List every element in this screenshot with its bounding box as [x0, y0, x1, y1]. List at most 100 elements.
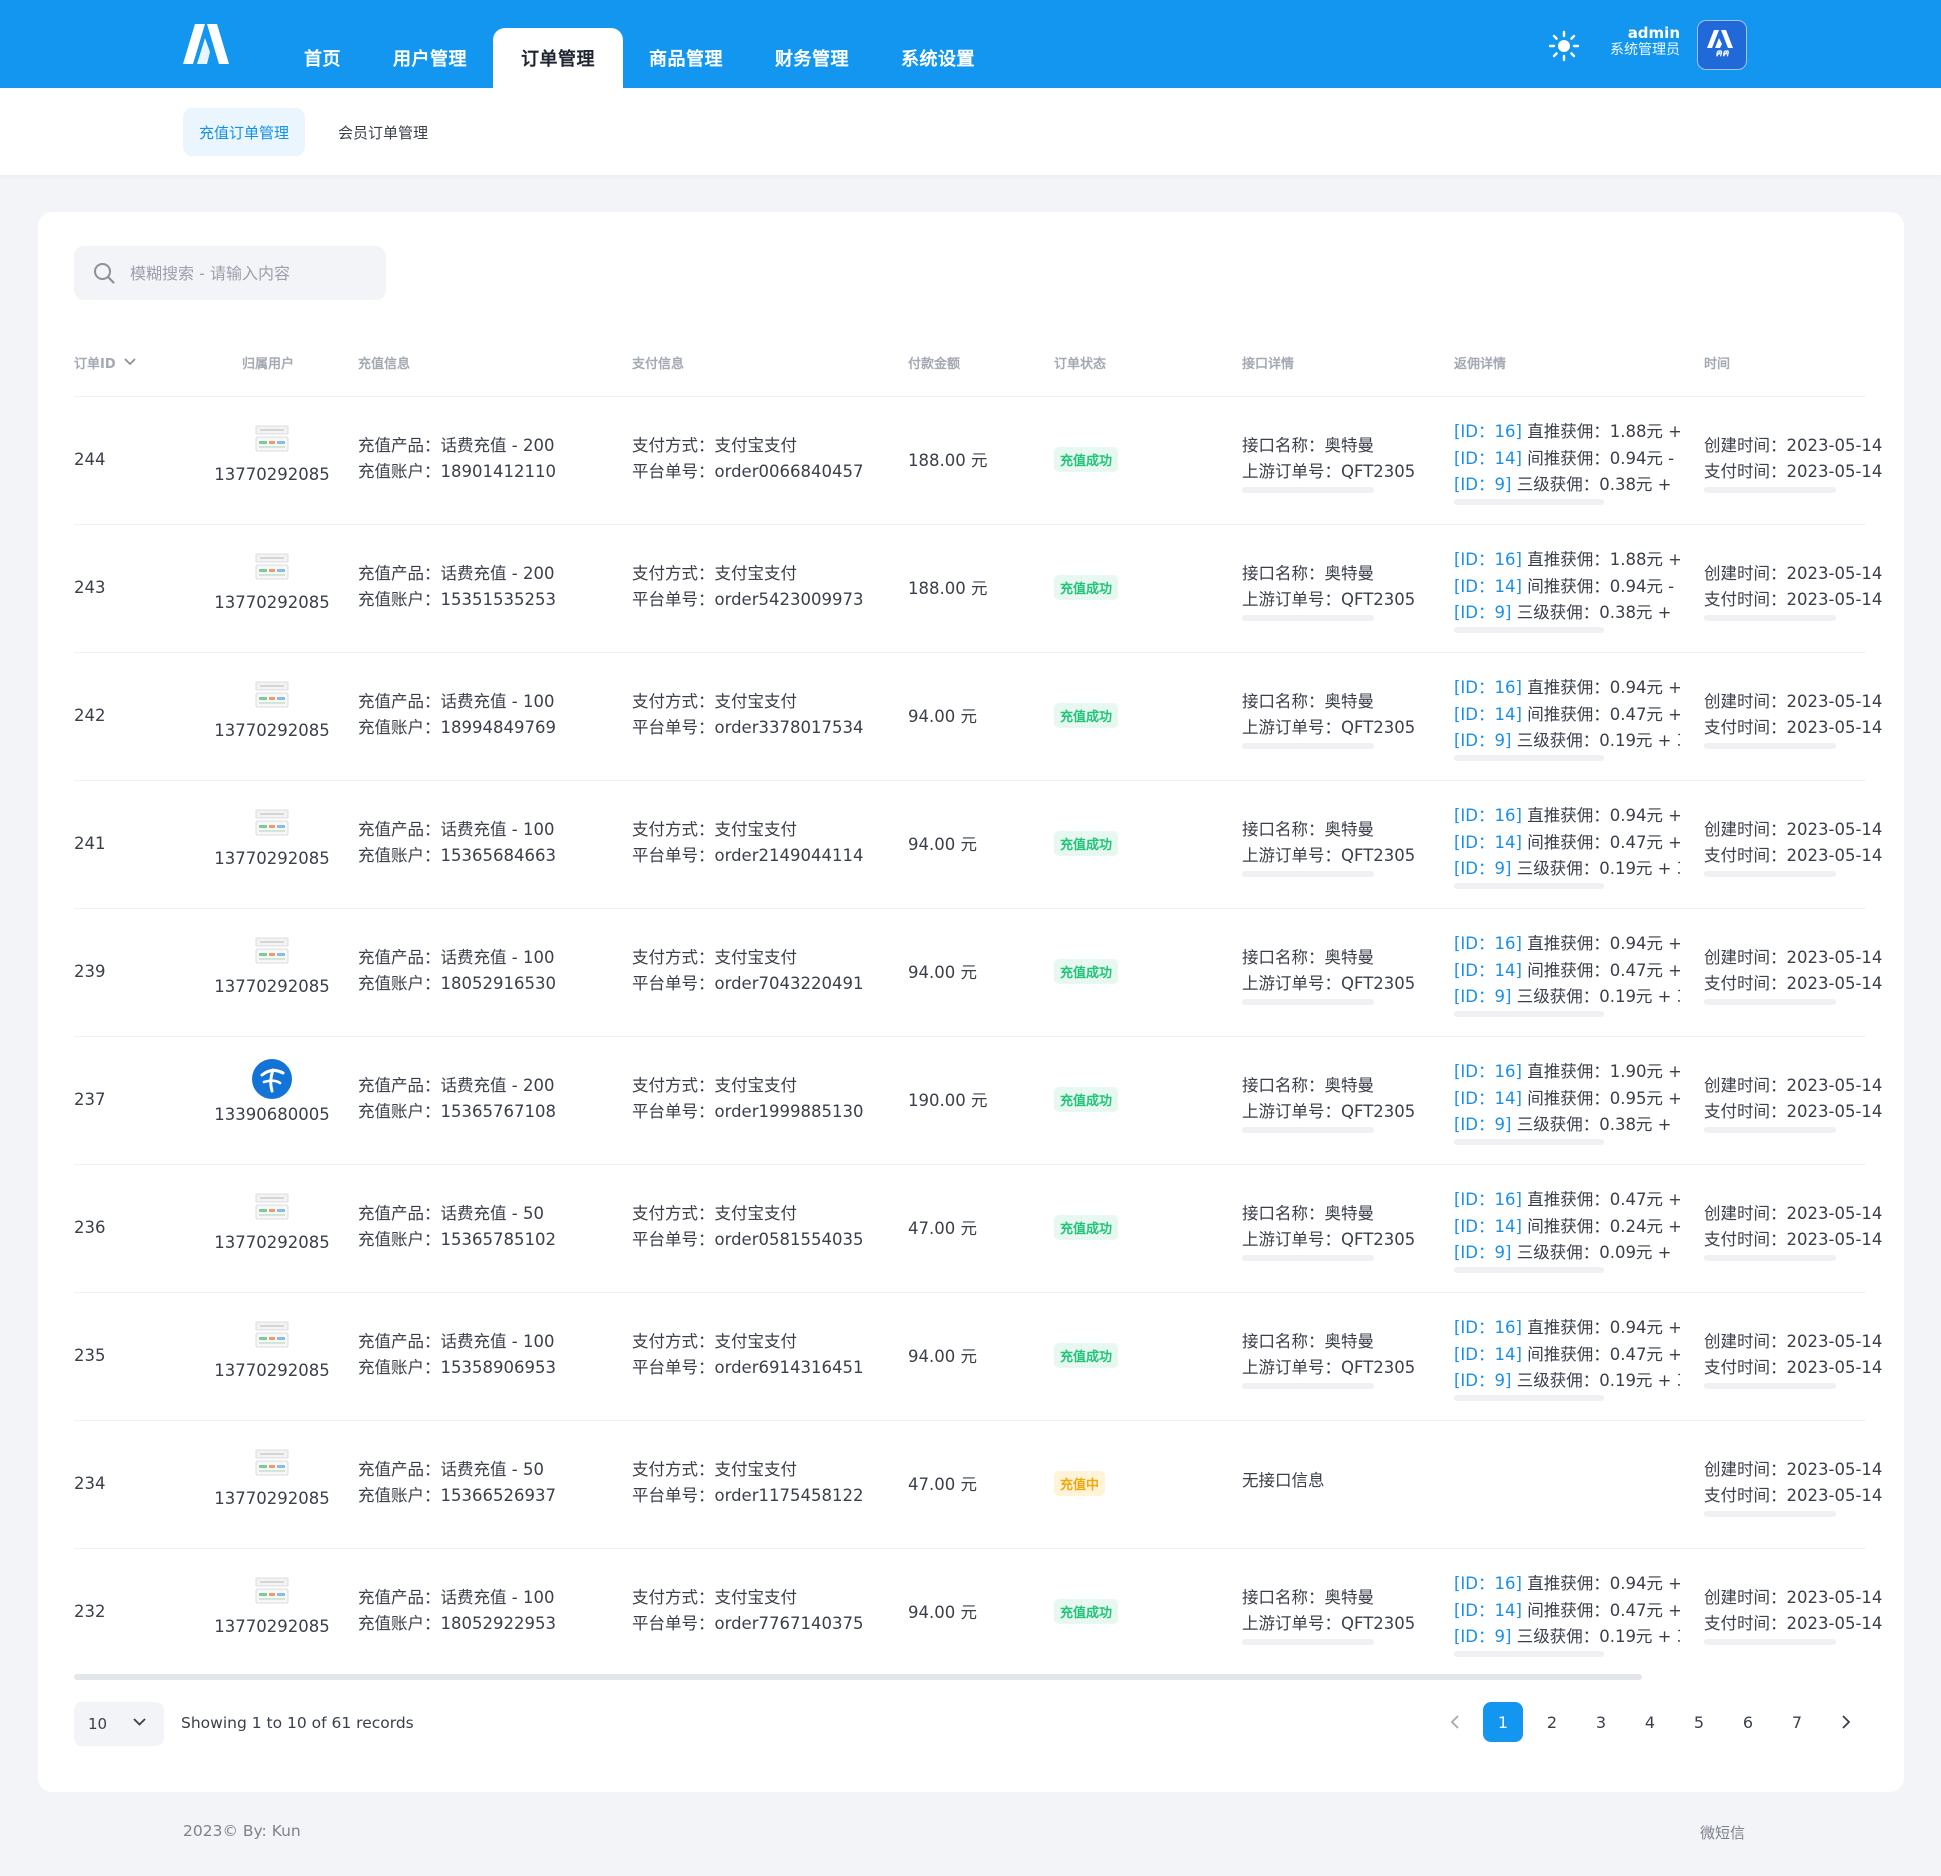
user-cell[interactable]: 13770292085 — [196, 545, 348, 612]
nav-item-4[interactable]: 财务管理 — [775, 49, 849, 70]
pay-amount: 94.00 元 — [908, 707, 977, 726]
user-cell[interactable]: 13770292085 — [196, 1313, 348, 1380]
rebate-text: 间推获佣：0.47元 + — [1521, 1344, 1680, 1364]
rebate-user-id[interactable]: [ID：14] — [1454, 1216, 1522, 1236]
page-button-3[interactable]: 3 — [1595, 1712, 1607, 1732]
subtab-member-orders[interactable]: 会员订单管理 — [338, 123, 429, 142]
rebate-user-id[interactable]: [ID：16] — [1454, 1318, 1522, 1337]
paid-time: 支付时间：2023-05-14 — [1704, 1102, 1883, 1121]
recharge-account: 充值账户：15365767108 — [358, 1102, 556, 1121]
rebate-line: [ID：9] 三级获佣：0.19元 + 3 — [1454, 984, 1680, 1011]
table-row: 242 13770292085 充值产品：话费充值 - 100 充值账户：189… — [74, 652, 1882, 780]
rebate-user-id[interactable]: [ID：14] — [1454, 832, 1522, 852]
app-logo-icon[interactable] — [183, 24, 237, 64]
api-details: 接口名称：奥特曼 上游订单号：QFT2305 — [1242, 945, 1434, 1005]
rebate-user-id[interactable]: [ID：9] — [1454, 1371, 1512, 1390]
user-info[interactable]: admin 系统管理员 — [1600, 25, 1680, 60]
rebate-user-id[interactable]: [ID：14] — [1454, 1088, 1522, 1108]
nav-item-3[interactable]: 商品管理 — [649, 49, 723, 70]
rebate-user-id[interactable]: [ID：9] — [1454, 859, 1512, 878]
rebate-user-id[interactable]: [ID：16] — [1454, 1574, 1522, 1593]
prev-page-button[interactable] — [1434, 1702, 1474, 1742]
records-summary: Showing 1 to 10 of 61 records — [181, 1714, 414, 1732]
rebate-user-id[interactable]: [ID：16] — [1454, 422, 1522, 441]
main-nav: 首页 用户管理 订单管理 商品管理 财务管理 系统设置 — [278, 28, 1001, 88]
avatar[interactable]: ฅฅ — [1697, 20, 1747, 70]
rebate-user-id[interactable]: [ID：14] — [1454, 448, 1522, 468]
pay-info: 支付方式：支付宝支付 平台单号：order7043220491 — [632, 945, 863, 997]
rebate-user-id[interactable]: [ID：9] — [1454, 987, 1512, 1006]
sort-chevron-down-icon[interactable] — [124, 358, 136, 366]
table-row: 232 13770292085 充值产品：话费充值 - 100 充值账户：180… — [74, 1548, 1882, 1676]
nav-item-0[interactable]: 首页 — [304, 49, 341, 70]
horizontal-scrollbar[interactable] — [74, 1674, 1642, 1680]
nav-item-5[interactable]: 系统设置 — [901, 49, 975, 70]
page-button-1[interactable]: 1 — [1483, 1702, 1523, 1742]
recharge-account: 充值账户：15365684663 — [358, 846, 556, 865]
platform-order-no: 平台单号：order7043220491 — [632, 974, 864, 993]
rebate-line: [ID：14] 间推获佣：0.24元 + — [1454, 1214, 1680, 1241]
rebate-user-id[interactable]: [ID：16] — [1454, 1190, 1522, 1209]
page-button-6[interactable]: 6 — [1742, 1712, 1754, 1732]
user-cell[interactable]: 13770292085 — [196, 673, 348, 740]
rebate-user-id[interactable]: [ID：16] — [1454, 806, 1522, 825]
page-size-select[interactable]: 10 — [74, 1702, 164, 1746]
next-page-button[interactable] — [1826, 1702, 1866, 1742]
rebate-line: [ID：9] 三级获佣：0.38元 + — [1454, 600, 1680, 627]
recharge-product: 充值产品：话费充值 - 50 — [358, 1460, 544, 1479]
theme-toggle-sun-icon[interactable] — [1548, 30, 1580, 62]
rebate-user-id[interactable]: [ID：14] — [1454, 1344, 1522, 1364]
subtab-recharge-orders[interactable]: 充值订单管理 — [183, 108, 306, 156]
page-button-5[interactable]: 5 — [1693, 1712, 1705, 1732]
th-recharge-info: 充值信息 — [358, 356, 411, 372]
fuel-card-icon — [250, 1569, 294, 1613]
rebate-user-id[interactable]: [ID：9] — [1454, 731, 1512, 750]
api-name: 接口名称：奥特曼 — [1242, 1204, 1374, 1223]
rebate-user-id[interactable]: [ID：14] — [1454, 576, 1522, 596]
pay-amount: 47.00 元 — [908, 1219, 977, 1238]
rebate-user-id[interactable]: [ID：16] — [1454, 1062, 1522, 1081]
table-row: 237 13390680005 充值产品：话费充值 - 200 充值账户：153… — [74, 1036, 1882, 1164]
user-cell[interactable]: 13770292085 — [196, 929, 348, 996]
user-cell[interactable]: 13770292085 — [196, 1569, 348, 1636]
user-cell[interactable]: 13770292085 — [196, 417, 348, 484]
rebate-user-id[interactable]: [ID：9] — [1454, 1115, 1512, 1134]
time-info: 创建时间：2023-05-14 支付时间：2023-05-14 — [1704, 689, 1894, 749]
recharge-product: 充值产品：话费充值 - 100 — [358, 1332, 555, 1351]
search-box[interactable] — [74, 246, 386, 300]
page-button-2[interactable]: 2 — [1546, 1712, 1558, 1732]
rebate-user-id[interactable]: [ID：9] — [1454, 475, 1512, 494]
pay-method: 支付方式：支付宝支付 — [632, 564, 797, 583]
rebate-user-id[interactable]: [ID：9] — [1454, 1243, 1512, 1262]
nav-item-2[interactable]: 订单管理 — [493, 28, 623, 88]
rebate-user-id[interactable]: [ID：16] — [1454, 550, 1522, 569]
rebate-text: 间推获佣：0.94元 - — [1521, 448, 1675, 468]
rebate-text: 直推获佣：1.88元 + — [1521, 550, 1680, 569]
user-cell[interactable]: 13770292085 — [196, 1185, 348, 1252]
rebate-user-id[interactable]: [ID：9] — [1454, 603, 1512, 622]
rebate-user-id[interactable]: [ID：9] — [1454, 1627, 1512, 1646]
user-cell[interactable]: 13770292085 — [196, 1441, 348, 1508]
user-cell[interactable]: 13390680005 — [196, 1057, 348, 1124]
recharge-account: 充值账户：15351535253 — [358, 590, 556, 609]
th-order-id[interactable]: 订单ID — [74, 352, 136, 372]
recharge-account: 充值账户：15358906953 — [358, 1358, 556, 1377]
rebate-text: 三级获佣：0.19元 + 3 — [1511, 1371, 1680, 1390]
fuel-card-icon — [250, 673, 294, 717]
rebate-user-id[interactable]: [ID：14] — [1454, 704, 1522, 724]
user-phone: 13770292085 — [214, 849, 330, 868]
recharge-info: 充值产品：话费充值 - 100 充值账户：18994849769 — [358, 689, 556, 741]
rebate-line: [ID：9] 三级获佣：0.19元 + 3 — [1454, 1368, 1680, 1395]
search-input[interactable] — [130, 263, 370, 283]
rebate-user-id[interactable]: [ID：14] — [1454, 1600, 1522, 1620]
page-button-7[interactable]: 7 — [1791, 1712, 1803, 1732]
user-phone: 13770292085 — [214, 1489, 330, 1508]
time-info: 创建时间：2023-05-14 支付时间：2023-05-14 — [1704, 817, 1894, 877]
rebate-user-id[interactable]: [ID：14] — [1454, 960, 1522, 980]
user-cell[interactable]: 13770292085 — [196, 801, 348, 868]
nav-item-1[interactable]: 用户管理 — [393, 49, 467, 70]
order-status: 充值成功 — [1054, 703, 1119, 728]
page-button-4[interactable]: 4 — [1644, 1712, 1656, 1732]
rebate-user-id[interactable]: [ID：16] — [1454, 678, 1522, 697]
rebate-user-id[interactable]: [ID：16] — [1454, 934, 1522, 953]
